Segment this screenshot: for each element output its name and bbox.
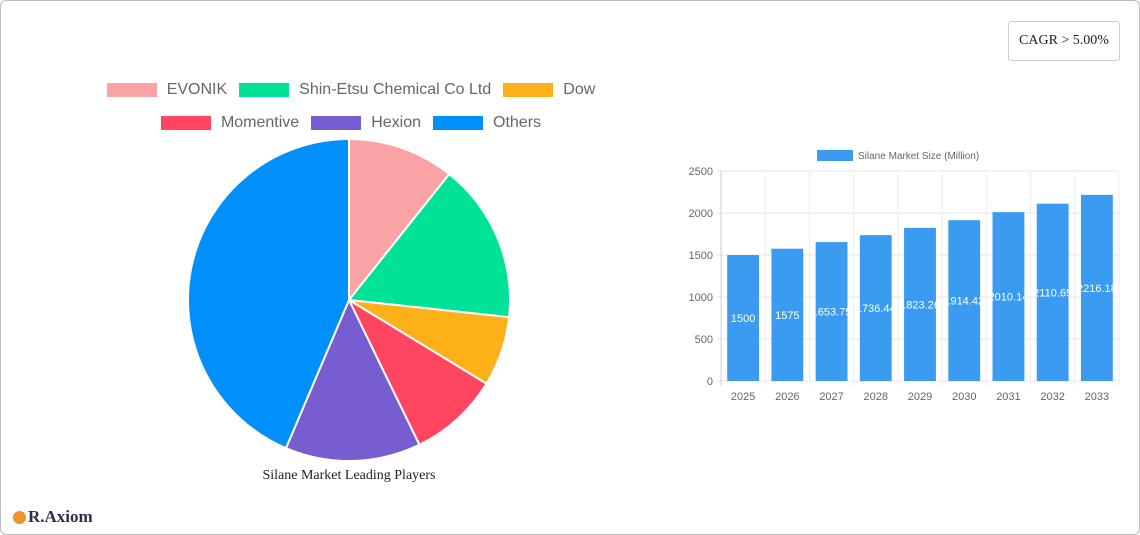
legend-item[interactable]: Dow (503, 75, 595, 105)
bar[interactable] (992, 212, 1025, 381)
legend-swatch (503, 83, 554, 97)
legend-item[interactable]: Others (433, 108, 541, 138)
y-tick-label: 1000 (689, 292, 713, 304)
x-tick-label: 2032 (1040, 391, 1064, 403)
legend-item[interactable]: Hexion (311, 108, 421, 138)
legend-label: Shin-Etsu Chemical Co Ltd (299, 81, 492, 98)
legend-label: Hexion (371, 114, 422, 131)
bar-data-label: 1653.75 (812, 307, 852, 319)
bar-data-label: 1823.26 (900, 299, 940, 311)
bar[interactable] (1080, 194, 1113, 381)
x-tick-label: 2026 (775, 391, 799, 403)
x-tick-label: 2030 (952, 391, 976, 403)
pie-slice[interactable] (187, 137, 350, 450)
x-tick-label: 2033 (1085, 391, 1109, 403)
y-tick-label: 500 (695, 334, 713, 346)
y-tick-label: 2000 (689, 208, 713, 220)
x-tick-label: 2025 (731, 391, 755, 403)
legend-label: EVONIK (166, 81, 228, 98)
bar[interactable] (815, 242, 848, 381)
bar[interactable] (948, 220, 981, 381)
bar-data-label: 1500 (731, 313, 755, 325)
pie-legend: EVONIK Shin-Etsu Chemical Co Ltd Dow Moment… (61, 75, 641, 141)
logo: R.Axiom (13, 507, 93, 527)
legend-swatch (311, 116, 362, 130)
legend-swatch (106, 83, 157, 97)
logo-icon (13, 510, 26, 524)
legend-label: Dow (563, 81, 596, 98)
bar[interactable] (727, 255, 760, 381)
bar-data-label: 2110.65 (1033, 287, 1072, 299)
bar[interactable] (904, 227, 936, 381)
legend-label: Momentive (220, 114, 300, 131)
pie-slice[interactable] (348, 137, 451, 303)
bar[interactable] (859, 235, 892, 381)
x-tick-label: 2029 (908, 391, 932, 403)
bar-legend-label: Silane Market Size (Million) (858, 151, 979, 162)
x-tick-label: 2031 (996, 391, 1020, 403)
pie-slice[interactable] (347, 172, 511, 319)
bar-data-label: 1575 (775, 310, 799, 322)
y-tick-label: 0 (707, 376, 713, 388)
y-tick-label: 1500 (689, 250, 713, 262)
legend-label: Others (493, 114, 542, 131)
cagr-badge: CAGR > 5.00% (1008, 21, 1120, 61)
bar[interactable] (1036, 203, 1069, 381)
legend-swatch (239, 83, 290, 97)
legend-item[interactable]: EVONIK (106, 75, 228, 105)
pie-slice[interactable] (346, 297, 488, 447)
bar-data-label: 1914.42 (944, 296, 984, 308)
bar-data-label: 2216.18 (1077, 283, 1117, 295)
legend-item[interactable]: Momentive (160, 108, 300, 138)
logo-text: R.Axiom (28, 507, 93, 526)
bar-data-label: 2010.14 (989, 292, 1029, 304)
legend-item[interactable]: Shin-Etsu Chemical Co Ltd (239, 75, 491, 105)
legend-swatch (433, 116, 484, 130)
bar-legend-swatch (817, 150, 853, 161)
legend-swatch (160, 116, 211, 130)
pie-slice[interactable] (284, 297, 421, 462)
bar[interactable] (771, 248, 804, 381)
x-tick-label: 2028 (864, 391, 888, 403)
y-tick-label: 2500 (689, 166, 713, 178)
pie-title: Silane Market Leading Players (262, 468, 436, 483)
bar-data-label: 1736.44 (856, 303, 896, 315)
x-tick-label: 2027 (819, 391, 843, 403)
